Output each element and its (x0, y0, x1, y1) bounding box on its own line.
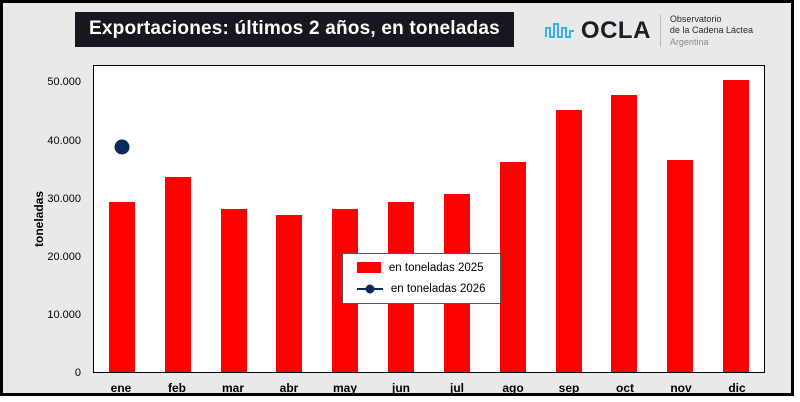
legend-item-2026: en toneladas 2026 (356, 282, 486, 295)
x-tick-label: abr (279, 381, 299, 395)
x-tick-label: jul (450, 381, 464, 395)
logo-divider (659, 14, 661, 47)
x-tick-label: ene (110, 381, 132, 395)
x-tick-label: ago (502, 381, 524, 395)
x-tick-label: dic (728, 381, 746, 395)
legend-item-2025: en toneladas 2025 (356, 261, 486, 274)
x-tick-label: jun (392, 381, 410, 395)
x-tick-label: feb (168, 381, 186, 395)
bar-mar (220, 209, 247, 372)
legend-2025-bar-swatch (356, 262, 381, 274)
bar-oct (611, 94, 638, 372)
x-tick-label: nov (670, 381, 692, 395)
legend-2026-point-swatch (356, 283, 383, 294)
x-tick-label: sep (558, 381, 580, 395)
waveform-icon (544, 22, 574, 38)
bar-nov (667, 159, 694, 372)
bar-dic (723, 79, 750, 372)
y-tick-label: 20.000 (47, 250, 81, 263)
x-tick-label: oct (616, 381, 634, 395)
chart-frame: Exportaciones: últimos 2 años, en tonela… (0, 0, 794, 396)
ocla-logo: OCLA Observatorio de la Cadena Láctea Ar… (544, 14, 753, 48)
logo-subtitle: Observatorio de la Cadena Láctea Argenti… (670, 14, 753, 48)
plot-area: en toneladas 2025 en toneladas 2026 (93, 65, 765, 373)
y-axis: 0 10.000 20.000 30.000 40.000 50.000 (3, 65, 89, 379)
logo-subtitle-line1: Observatorio (669, 14, 722, 24)
bar-ago (499, 162, 526, 372)
x-axis: ene feb mar abr may jun jul ago sep oct nov dic (93, 375, 765, 399)
bar-sep (555, 109, 582, 372)
x-tick-label: mar (221, 381, 245, 395)
logo-subtitle-line3: Argentina (669, 36, 709, 47)
logo-subtitle-line2: de la Cadena Láctea (669, 25, 753, 36)
y-tick-label: 40.000 (47, 134, 81, 147)
bar-ene (108, 202, 135, 372)
x-tick-label: may (332, 381, 358, 395)
y-tick-label: 30.000 (47, 192, 81, 205)
point-2026-ene (114, 139, 130, 155)
logo-name: OCLA (580, 16, 651, 44)
y-tick-label: 50.000 (47, 76, 81, 89)
y-tick-label: 0 (74, 367, 81, 379)
chart-title: Exportaciones: últimos 2 años, en tonela… (75, 12, 514, 47)
y-tick-label: 10.000 (47, 308, 81, 321)
legend-2026-label: en toneladas 2026 (390, 282, 486, 295)
bar-abr (276, 214, 303, 372)
legend-2025-label: en toneladas 2025 (388, 261, 484, 274)
legend: en toneladas 2025 en toneladas 2026 (341, 252, 501, 304)
bar-feb (164, 177, 191, 372)
